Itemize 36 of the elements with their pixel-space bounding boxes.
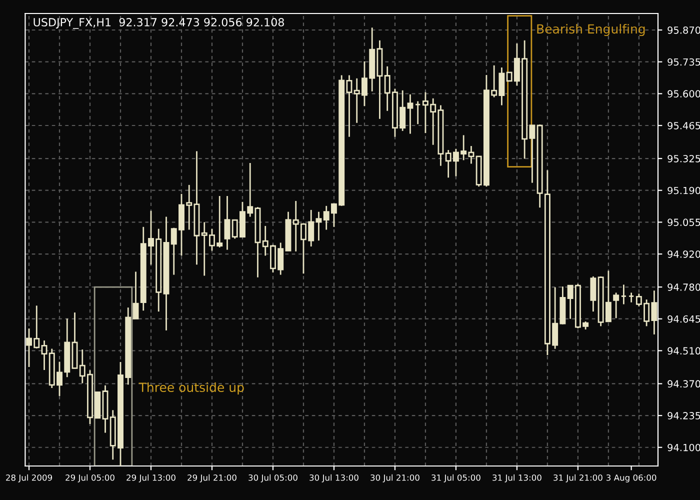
y-tick-label: 95.870 (668, 26, 700, 34)
candlestick (41, 340, 48, 371)
x-tick-label: 31 Jul 21:00 (554, 474, 602, 482)
y-tick-label: 95.465 (668, 122, 700, 130)
y-tick-label: 94.510 (668, 347, 700, 355)
y-tick-label: 94.920 (668, 250, 700, 258)
candlestick (224, 195, 230, 250)
candlestick (613, 292, 620, 319)
candlestick (132, 271, 139, 320)
x-tick-label: 30 Jul 13:00 (310, 474, 358, 482)
x-tick-label: 30 Jul 21:00 (370, 474, 420, 482)
candlestick (414, 100, 421, 125)
x-tick-label: 29 Jul 13:00 (126, 474, 176, 482)
candlestick (620, 284, 627, 305)
candlestick (628, 292, 634, 304)
annotation: Bearish Engulfing (537, 24, 645, 36)
y-tick-label: 95.190 (668, 186, 700, 194)
x-tick-label: 30 Jul 05:00 (248, 474, 298, 482)
candlestick (590, 276, 596, 312)
y-tick-label: 94.370 (668, 380, 700, 388)
x-tick-label: 29 Jul 21:00 (188, 474, 236, 482)
annotation: Three outside up (138, 382, 244, 394)
y-tick-label: 95.325 (668, 154, 700, 162)
x-tick-label: 3 Aug 06:00 (606, 474, 656, 482)
y-tick-label: 95.600 (668, 90, 700, 98)
y-tick-label: 95.055 (668, 218, 700, 226)
y-tick-label: 94.100 (668, 444, 700, 452)
x-tick-label: 29 Jul 05:00 (66, 474, 114, 482)
y-tick-label: 94.645 (668, 315, 700, 323)
x-tick-label: 28 Jul 2009 (6, 474, 52, 482)
y-tick-label: 94.780 (668, 284, 700, 291)
y-tick-label: 95.735 (668, 58, 700, 66)
y-tick-label: 94.235 (668, 412, 700, 420)
chart-title: USDJPY_FX,H1 92.317 92.473 92.056 92.108 (34, 18, 284, 29)
x-tick-label: 31 Jul 13:00 (492, 474, 542, 482)
x-tick-label: 31 Jul 05:00 (432, 474, 480, 482)
